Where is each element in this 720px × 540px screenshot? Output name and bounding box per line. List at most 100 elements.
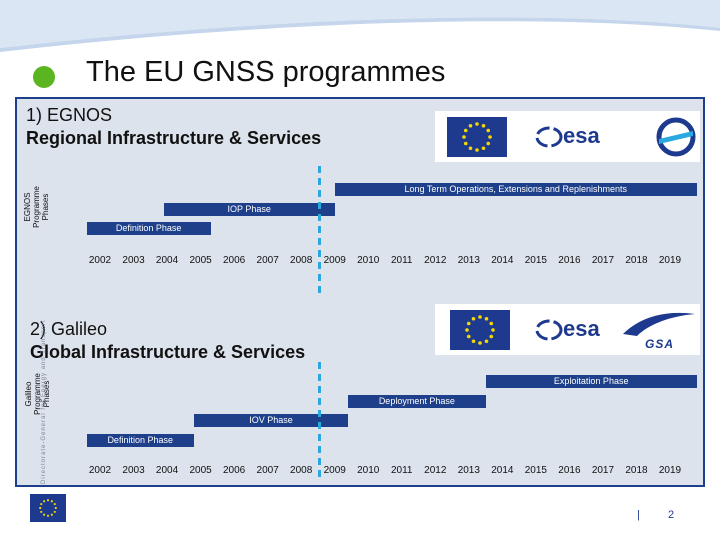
- year-tick: 2018: [625, 255, 648, 266]
- year-tick: 2005: [189, 255, 212, 266]
- phase-bar: Definition Phase: [86, 222, 211, 235]
- eu-star: [53, 510, 56, 513]
- year-tick: 2010: [357, 255, 380, 266]
- year-tick: 2016: [558, 255, 581, 266]
- eu-star: [468, 123, 473, 128]
- eu-star: [46, 514, 50, 517]
- eu-stars-icon: [39, 499, 57, 517]
- eu-star: [39, 506, 42, 510]
- year-2009-marker-lower: [318, 362, 321, 482]
- page-number: 2: [668, 509, 675, 521]
- phase-bar: Deployment Phase: [348, 395, 486, 408]
- eu-star: [462, 135, 466, 139]
- eu-star: [475, 122, 479, 126]
- year-tick: 2009: [323, 255, 346, 266]
- year-tick: 2003: [122, 255, 145, 266]
- year-tick: 2007: [256, 465, 279, 476]
- year-tick: 2018: [625, 465, 648, 476]
- eu-star: [46, 499, 50, 502]
- egnos-side-label-3: Phases: [41, 193, 50, 221]
- year-tick: 2008: [290, 255, 313, 266]
- gsa-logo: GSA: [645, 337, 675, 351]
- phase-bar: IOP Phase: [163, 203, 335, 216]
- eu-star: [481, 123, 486, 128]
- content-panel: [15, 97, 705, 487]
- year-tick: 2006: [222, 255, 246, 266]
- page-title: The EU GNSS programmes: [86, 56, 446, 88]
- eu-star: [491, 328, 495, 332]
- eu-star: [53, 503, 56, 506]
- footer-eu-flag-icon: [30, 494, 66, 522]
- eu-star: [486, 128, 491, 133]
- year-tick: 2012: [424, 255, 447, 266]
- egnos-heading-line2: Regional Infrastructure & Services: [26, 128, 322, 148]
- eu-flag-icon: [447, 117, 507, 157]
- galileo-heading-line2: Global Infrastructure & Services: [30, 342, 306, 362]
- year-tick: 2004: [155, 255, 179, 266]
- eu-star: [471, 316, 476, 321]
- year-2009-marker: [318, 166, 321, 298]
- eu-star: [471, 339, 476, 344]
- egnos-year-axis: 2002 2003 2004 2005 2006 2007 2008 2009 2010 2011…: [0, 255, 720, 269]
- esa-swirl-icon: [535, 319, 563, 341]
- year-tick: 2010: [357, 465, 380, 476]
- year-tick: 2015: [524, 465, 547, 476]
- eu-star: [40, 510, 43, 513]
- eu-star: [40, 503, 43, 506]
- year-tick: 2019: [658, 255, 682, 266]
- egnos-heading-line1: 1) EGNOS: [26, 105, 113, 125]
- year-tick: 2002: [88, 465, 112, 476]
- phase-bar: Long Term Operations, Extensions and Rep…: [334, 183, 697, 196]
- esa-swirl-icon: [535, 126, 563, 148]
- year-tick: 2006: [222, 465, 246, 476]
- galileo-logo-box: esa GSA: [435, 304, 700, 355]
- galileo-heading: 2) Galileo Global Infrastructure & Servi…: [30, 318, 305, 364]
- year-tick: 2008: [290, 465, 313, 476]
- title-bullet: [33, 66, 55, 88]
- year-tick: 2002: [88, 255, 112, 266]
- year-tick: 2009: [323, 465, 346, 476]
- year-tick: 2017: [591, 255, 615, 266]
- year-tick: 2016: [558, 465, 581, 476]
- eu-star: [54, 506, 57, 510]
- eu-star: [484, 339, 489, 344]
- year-tick: 2007: [256, 255, 279, 266]
- year-tick: 2003: [122, 465, 145, 476]
- egnos-side-label: EGNOS Programme Phases: [23, 180, 51, 234]
- gsa-swoosh-icon: [623, 312, 695, 336]
- eu-star: [466, 334, 471, 339]
- year-tick: 2011: [390, 255, 413, 266]
- year-tick: 2013: [457, 465, 480, 476]
- eu-star: [43, 500, 46, 503]
- year-tick: 2013: [457, 255, 480, 266]
- phase-bar: Exploitation Phase: [485, 375, 697, 388]
- eu-star: [465, 328, 469, 332]
- year-tick: 2012: [424, 465, 447, 476]
- eu-star: [43, 513, 46, 516]
- egnos-logo-box: esa: [435, 111, 700, 162]
- eu-star: [50, 513, 53, 516]
- eu-star: [463, 141, 468, 146]
- footer-separator: |: [637, 509, 640, 521]
- eu-star: [481, 146, 486, 151]
- year-tick: 2014: [491, 255, 514, 266]
- dg-watermark: Directorate-General for Energy and Trans…: [41, 319, 47, 484]
- year-tick: 2011: [390, 465, 413, 476]
- esa-logo: esa: [563, 123, 600, 148]
- eu-star: [486, 141, 491, 146]
- eurocontrol-logo: [656, 117, 696, 157]
- year-tick: 2005: [189, 465, 212, 476]
- eu-star: [50, 500, 53, 503]
- eu-star: [489, 321, 494, 326]
- year-tick: 2017: [591, 465, 615, 476]
- esa-logo: esa: [563, 316, 600, 341]
- eu-stars-icon: [462, 122, 492, 152]
- year-tick: 2014: [491, 465, 514, 476]
- year-tick: 2004: [155, 465, 179, 476]
- eu-star: [475, 148, 479, 152]
- eu-flag-icon: [450, 310, 510, 350]
- eu-star: [478, 341, 482, 345]
- header-swoosh: [0, 0, 720, 52]
- egnos-side-label-2: Programme: [32, 186, 41, 228]
- eu-star: [466, 321, 471, 326]
